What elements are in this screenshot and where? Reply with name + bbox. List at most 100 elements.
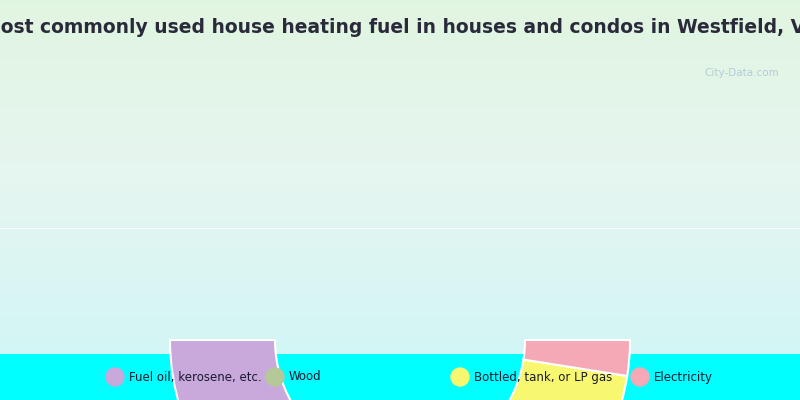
Bar: [0, 245, 800, 246]
Bar: [0, 34, 800, 36]
Bar: [0, 244, 800, 245]
Bar: [0, 105, 800, 106]
Circle shape: [451, 368, 469, 386]
Bar: [0, 238, 800, 239]
Bar: [0, 320, 800, 321]
Bar: [0, 141, 800, 142]
Bar: [0, 173, 800, 174]
Bar: [0, 202, 800, 204]
Bar: [0, 324, 800, 326]
Bar: [0, 272, 800, 274]
Bar: [0, 318, 800, 320]
Bar: [0, 219, 800, 220]
Bar: [0, 27, 800, 28]
Bar: [0, 20, 800, 21]
Bar: [0, 248, 800, 249]
Bar: [0, 296, 800, 297]
Circle shape: [631, 368, 649, 386]
Bar: [0, 82, 800, 83]
Bar: [0, 168, 800, 169]
Bar: [0, 111, 800, 112]
Bar: [0, 8, 800, 10]
Bar: [0, 172, 800, 173]
Bar: [0, 204, 800, 205]
Bar: [0, 15, 800, 16]
Bar: [0, 270, 800, 271]
Bar: [0, 134, 800, 135]
Bar: [0, 135, 800, 136]
Bar: [0, 182, 800, 184]
Bar: [0, 50, 800, 51]
Bar: [0, 193, 800, 194]
Bar: [0, 213, 800, 214]
Bar: [0, 179, 800, 180]
Bar: [0, 7, 800, 8]
Bar: [0, 311, 800, 312]
Wedge shape: [501, 360, 627, 400]
Bar: [0, 266, 800, 268]
Bar: [0, 276, 800, 277]
Text: Electricity: Electricity: [654, 370, 713, 384]
Bar: [0, 218, 800, 219]
Bar: [0, 317, 800, 318]
Bar: [0, 354, 800, 355]
Bar: [0, 79, 800, 80]
Bar: [0, 242, 800, 243]
Bar: [0, 343, 800, 344]
Bar: [0, 33, 800, 34]
Bar: [0, 148, 800, 149]
Bar: [0, 104, 800, 105]
Bar: [0, 71, 800, 72]
Bar: [0, 4, 800, 5]
Bar: [0, 186, 800, 187]
Bar: [0, 216, 800, 217]
Bar: [0, 282, 800, 283]
Bar: [0, 340, 800, 341]
Bar: [0, 74, 800, 76]
Bar: [0, 161, 800, 162]
Wedge shape: [170, 340, 362, 400]
Bar: [0, 280, 800, 282]
Bar: [0, 48, 800, 50]
Bar: [0, 232, 800, 233]
Bar: [0, 327, 800, 328]
Bar: [0, 69, 800, 70]
Text: Bottled, tank, or LP gas: Bottled, tank, or LP gas: [474, 370, 612, 384]
Bar: [0, 14, 800, 15]
Bar: [0, 349, 800, 350]
Bar: [0, 22, 800, 24]
Bar: [0, 140, 800, 141]
Bar: [0, 336, 800, 338]
Bar: [0, 152, 800, 153]
Bar: [0, 284, 800, 285]
Bar: [0, 196, 800, 198]
Bar: [0, 221, 800, 222]
Bar: [0, 155, 800, 156]
Bar: [0, 191, 800, 192]
Bar: [0, 174, 800, 175]
Bar: [0, 301, 800, 302]
Bar: [0, 45, 800, 46]
Bar: [0, 234, 800, 236]
Bar: [0, 225, 800, 226]
Bar: [0, 246, 800, 248]
Bar: [0, 190, 800, 191]
Bar: [0, 43, 800, 44]
Bar: [0, 275, 800, 276]
Bar: [0, 220, 800, 221]
Bar: [0, 21, 800, 22]
Bar: [0, 254, 800, 256]
Bar: [0, 106, 800, 108]
Bar: [0, 98, 800, 100]
Bar: [0, 90, 800, 91]
Bar: [0, 160, 800, 161]
Bar: [0, 130, 800, 132]
Bar: [0, 2, 800, 4]
Bar: [0, 350, 800, 352]
Bar: [0, 47, 800, 48]
Bar: [0, 323, 800, 324]
Bar: [0, 28, 800, 30]
Bar: [0, 154, 800, 155]
Bar: [0, 77, 800, 78]
Bar: [0, 283, 800, 284]
